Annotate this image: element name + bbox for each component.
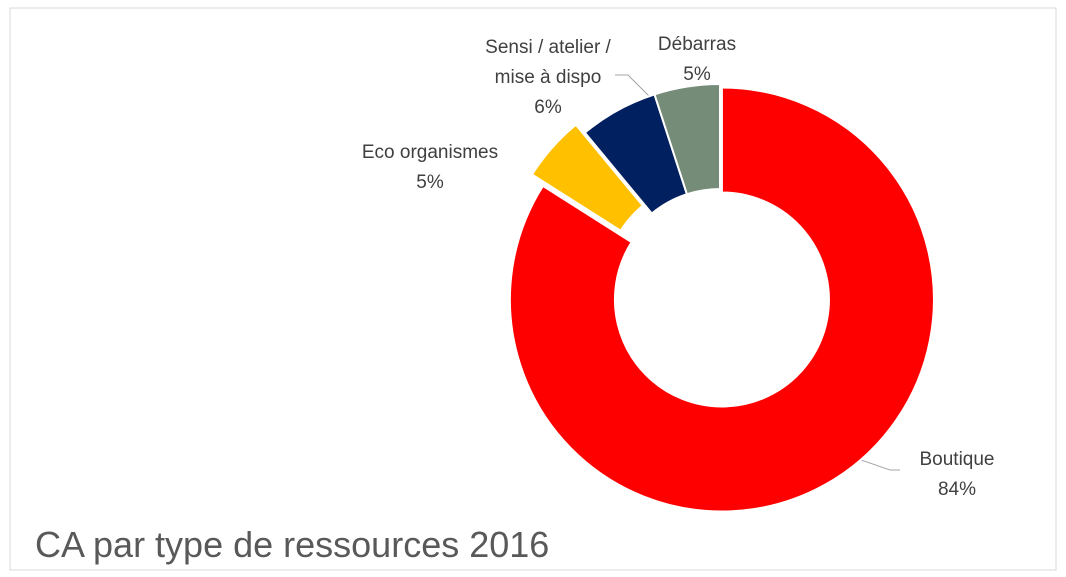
value-label: 5% <box>416 172 444 193</box>
category-label: Débarras <box>657 34 737 55</box>
value-label: 5% <box>683 64 711 85</box>
category-label: Sensi / atelier / mise à dispo <box>485 37 611 88</box>
donut-slice <box>508 86 935 513</box>
data-label: Sensi / atelier / mise à dispo 6% <box>468 33 628 123</box>
donut-slice <box>530 123 645 233</box>
category-label: Eco organismes <box>361 142 499 163</box>
value-label: 6% <box>534 97 562 118</box>
data-label: Débarras 5% <box>637 30 757 90</box>
data-label: Eco organismes 5% <box>330 138 530 198</box>
chart-title: CA par type de ressources 2016 <box>35 524 550 565</box>
category-label: Boutique <box>919 449 995 470</box>
donut-slice <box>653 82 721 196</box>
data-label: Boutique 84% <box>897 445 1017 505</box>
value-label: 84% <box>937 479 977 500</box>
